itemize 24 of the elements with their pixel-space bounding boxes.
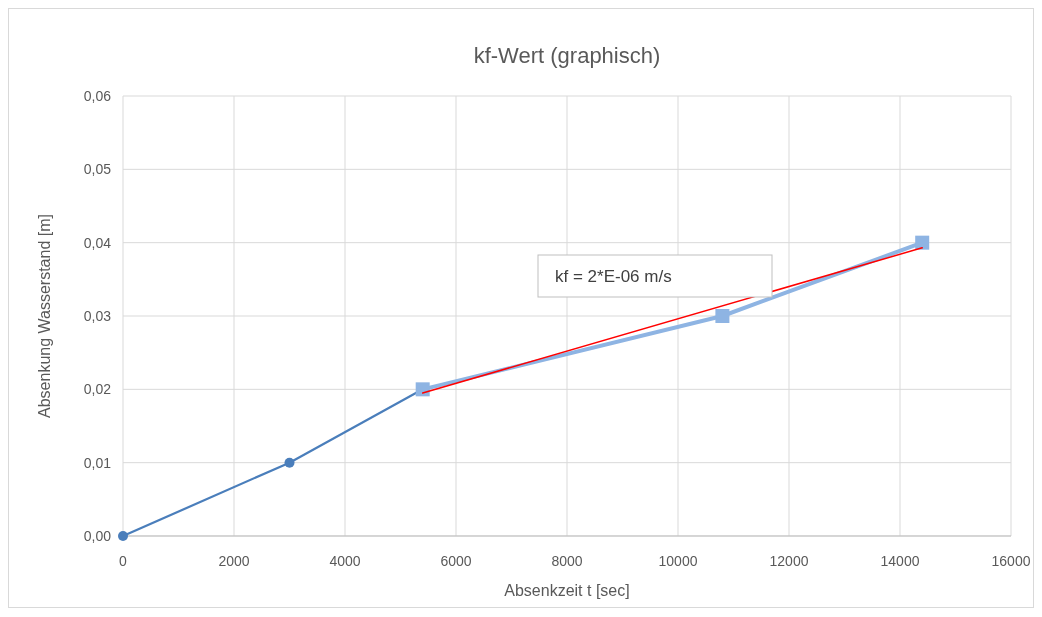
- x-axis-title: Absenkzeit t [sec]: [504, 582, 630, 599]
- x-tick-label: 6000: [440, 553, 472, 569]
- y-tick-label: 0,05: [83, 161, 112, 178]
- y-tick-label: 0,06: [83, 88, 112, 104]
- x-tick-label: 8000: [551, 553, 583, 569]
- annotation: kf = 2*E-06 m/s: [555, 267, 672, 286]
- x-tick-label: 0: [119, 553, 128, 569]
- point: [118, 531, 128, 541]
- x-tick-label: 10000: [658, 553, 698, 569]
- point: [284, 457, 295, 468]
- y-axis-title: Absenkung Wasserstand [m]: [36, 214, 53, 418]
- y-tick-label: 0,03: [83, 308, 112, 324]
- chart-title: kf-Wert (graphisch): [473, 43, 661, 68]
- point: [715, 309, 730, 323]
- x-tick-label: 4000: [329, 553, 361, 569]
- y-tick-label: 0,01: [83, 454, 112, 471]
- x-tick-label: 16000: [991, 553, 1031, 569]
- y-tick-label: 0,04: [83, 234, 112, 251]
- x-tick-label: 14000: [880, 553, 920, 569]
- y-tick-label: 0,00: [83, 528, 112, 544]
- x-tick-label: 2000: [218, 553, 250, 569]
- y-tick-label: 0,02: [83, 381, 112, 398]
- x-tick-label: 12000: [769, 553, 809, 569]
- point: [915, 235, 930, 250]
